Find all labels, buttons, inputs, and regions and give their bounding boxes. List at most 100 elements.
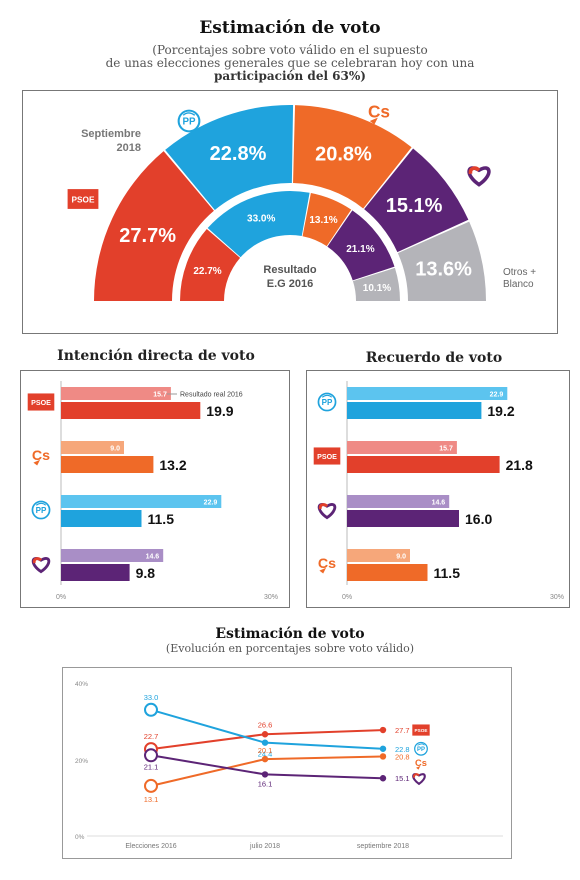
- bar-left-label-prev: 14.6: [146, 554, 160, 561]
- inner-center-label-1: Resultado: [263, 264, 316, 276]
- pp-logo-bird: [35, 502, 47, 506]
- inner-slice-pp: [207, 191, 310, 258]
- inner-label-up: 21.1%: [346, 244, 374, 255]
- psoe-logo-icon: PSOE: [313, 447, 341, 465]
- inner-label-cs: 13.1%: [309, 215, 337, 226]
- point-marker-psoe: [379, 726, 387, 734]
- inner-center-label-2: E.G 2016: [267, 278, 313, 290]
- bar-left-bar-prev: [61, 441, 124, 454]
- bar-right-bar-prev: [347, 549, 410, 562]
- x-tick-label: septiembre 2018: [357, 843, 409, 850]
- psoe-logo-icon: PSOE: [27, 393, 55, 411]
- heart-outline: [317, 503, 337, 520]
- inner-slice-other: [352, 267, 400, 301]
- outer-label-pp: 22.8%: [210, 143, 267, 165]
- pp-logo-icon: PP: [31, 500, 51, 520]
- heart-logo-icon: [467, 166, 491, 187]
- pp-logo-bird: [417, 743, 425, 746]
- outer-slice-up: [364, 148, 469, 253]
- start-marker-pp: [144, 702, 158, 717]
- psoe-logo-icon: PSOE: [412, 724, 430, 736]
- outer-slice-psoe: [94, 151, 214, 301]
- start-marker-cs: [144, 778, 158, 793]
- pp-logo-text: PP: [182, 117, 196, 128]
- bar-left-label-current: 13.2: [159, 457, 186, 473]
- psoe-logo-text: PSOE: [317, 453, 337, 461]
- cs-logo-flag: [416, 765, 421, 770]
- bar-right-label-prev: 15.7: [439, 446, 453, 453]
- cs-logo-icon: Cs: [32, 448, 50, 466]
- pp-logo-ring: [31, 500, 51, 520]
- outer-label-cs: 20.8%: [315, 144, 372, 166]
- point-label-psoe: 26.6: [258, 720, 273, 729]
- cs-logo-icon: Cs: [318, 556, 336, 574]
- outer-label-up: 15.1%: [386, 195, 443, 217]
- bar-right-bar-prev: [347, 495, 450, 508]
- top-subtitle-1: (Porcentajes sobre voto válido en el sup…: [152, 43, 428, 57]
- legend-label: Resultado real 2016: [180, 392, 243, 399]
- heart-outline: [31, 557, 51, 574]
- cs-logo-flag: [319, 567, 327, 574]
- heart-accent: [412, 773, 420, 778]
- donut-chart: 27.7% 22.8% 20.8% 15.1% 13.6% 22.7% 33.0% 13.1%…: [67, 102, 536, 301]
- evolution-line-chart: 40% 20% 0% Elecciones 2016 julio 2018 septiem…: [75, 681, 503, 850]
- pp-logo-text: PP: [417, 747, 425, 753]
- bar-right-bar-current: [347, 510, 459, 527]
- outer-slice-cs: [293, 105, 412, 209]
- bar-right-label-prev: 14.6: [432, 500, 446, 507]
- cs-logo-icon: Cs: [368, 102, 390, 125]
- pp-logo-text: PP: [36, 506, 47, 515]
- bar-right-label-current: 11.5: [434, 565, 461, 581]
- bar-right-bar-current: [347, 456, 500, 473]
- y-tick-label: 40%: [75, 681, 88, 688]
- point-marker-cs: [261, 755, 269, 763]
- point-marker-up: [261, 771, 269, 778]
- psoe-logo-text: PSOE: [415, 728, 428, 733]
- bar-right-bar-current: [347, 564, 428, 581]
- bar-left-bar-current: [61, 564, 130, 581]
- bar-left-bar-prev: [61, 495, 222, 508]
- bar-left-label-prev: 9.0: [110, 446, 120, 453]
- point-label-pp: 24.4: [258, 750, 273, 759]
- pp-logo-text: PP: [322, 398, 333, 407]
- point-marker-pp: [261, 739, 269, 746]
- heart-logo-icon: [412, 773, 426, 786]
- y-tick-label: 0%: [75, 834, 85, 841]
- point-marker-up: [379, 775, 387, 782]
- bar-left-tick-30: 30%: [264, 594, 278, 601]
- point-label-up: 16.1: [258, 779, 273, 788]
- psoe-logo-bg: [412, 724, 430, 736]
- point-label-pp: 22.8: [395, 745, 410, 754]
- inner-slice-up: [327, 210, 395, 281]
- bar-left-tick-0: 0%: [56, 594, 66, 601]
- heart-accent: [468, 166, 481, 175]
- outer-label-1: Septiembre: [81, 128, 141, 140]
- pp-logo-icon: PP: [414, 741, 428, 756]
- cs-logo-flag: [33, 459, 41, 466]
- inner-slice-cs: [302, 193, 352, 247]
- bar-right-tick-0: 0%: [342, 594, 352, 601]
- bar-left-bar-prev: [61, 549, 164, 562]
- inner-label-psoe: 22.7%: [193, 266, 221, 277]
- other-label-2: Blanco: [503, 279, 534, 290]
- point-label-up: 21.1: [144, 762, 159, 771]
- cs-logo-text: Cs: [368, 102, 390, 122]
- bar-right-label-current: 16.0: [465, 511, 492, 527]
- cs-logo-flag: [369, 117, 378, 125]
- bar-left-label-prev: 22.9: [204, 500, 218, 507]
- psoe-logo-icon: PSOE: [67, 189, 99, 209]
- cs-logo-text: Cs: [318, 556, 336, 572]
- bar-right-label-prev: 9.0: [396, 554, 406, 561]
- point-marker-psoe: [261, 731, 269, 738]
- point-marker-cs: [379, 753, 387, 760]
- psoe-logo-bg: [27, 393, 55, 411]
- bar-left-label-current: 9.8: [136, 565, 156, 581]
- pp-logo-ring: [414, 741, 428, 756]
- bar-left-bar-current: [61, 510, 142, 527]
- inner-label-pp: 33.0%: [247, 213, 275, 224]
- outer-slice-other: [397, 221, 486, 301]
- heart-accent: [32, 557, 43, 564]
- y-tick-label: 20%: [75, 758, 88, 765]
- right-chart-title: Recuerdo de voto: [365, 350, 503, 366]
- pp-logo-ring: [317, 392, 337, 412]
